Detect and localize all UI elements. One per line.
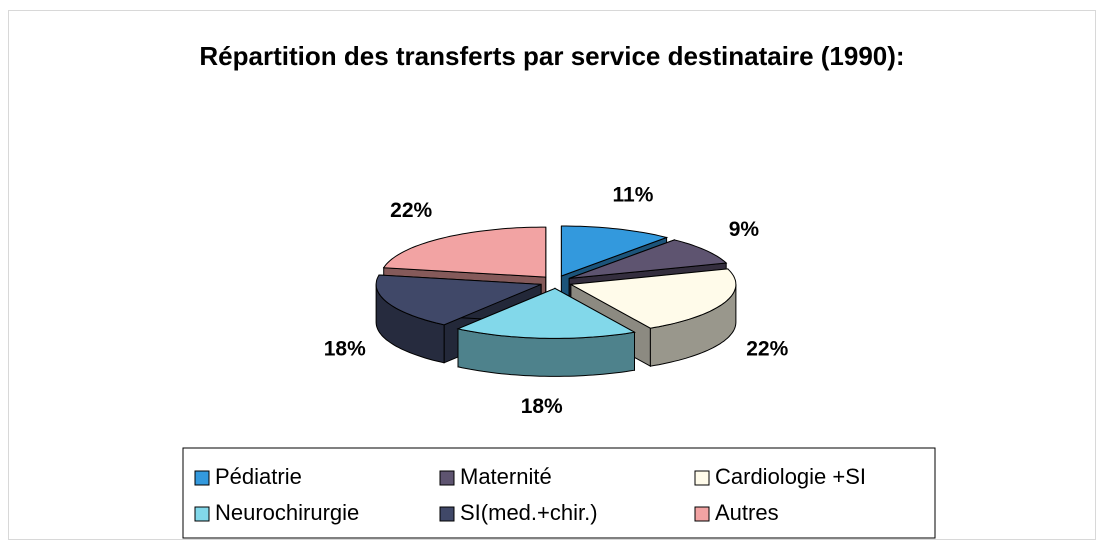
slice bbox=[569, 239, 728, 279]
chart-title: Répartition des transferts par service d… bbox=[199, 41, 905, 71]
slice bbox=[382, 226, 547, 278]
legend-label: Autres bbox=[715, 500, 779, 525]
data-label: 18% bbox=[521, 395, 563, 418]
data-label: 11% bbox=[613, 184, 654, 207]
slice bbox=[456, 287, 637, 339]
data-label: 9% bbox=[729, 218, 760, 241]
legend-swatch bbox=[694, 470, 710, 486]
legend-label: Neurochirurgie bbox=[215, 500, 359, 525]
legend-swatch bbox=[439, 470, 455, 486]
slice bbox=[375, 274, 542, 326]
slice bbox=[560, 225, 669, 277]
chart-frame bbox=[8, 10, 1096, 540]
legend-label: Maternité bbox=[460, 464, 552, 489]
data-label: 22% bbox=[390, 199, 432, 222]
legend-box bbox=[182, 447, 936, 539]
legend-swatch bbox=[694, 506, 710, 522]
legend-label: Pédiatrie bbox=[215, 464, 302, 489]
legend-label: SI(med.+chir.) bbox=[460, 500, 598, 525]
legend-swatch bbox=[439, 506, 455, 522]
data-label: 22% bbox=[746, 337, 788, 360]
legend-label: Cardiologie +SI bbox=[715, 464, 866, 489]
slice bbox=[569, 268, 737, 329]
legend-swatch bbox=[194, 506, 210, 522]
legend-swatch bbox=[194, 470, 210, 486]
data-label: 18% bbox=[324, 337, 366, 360]
